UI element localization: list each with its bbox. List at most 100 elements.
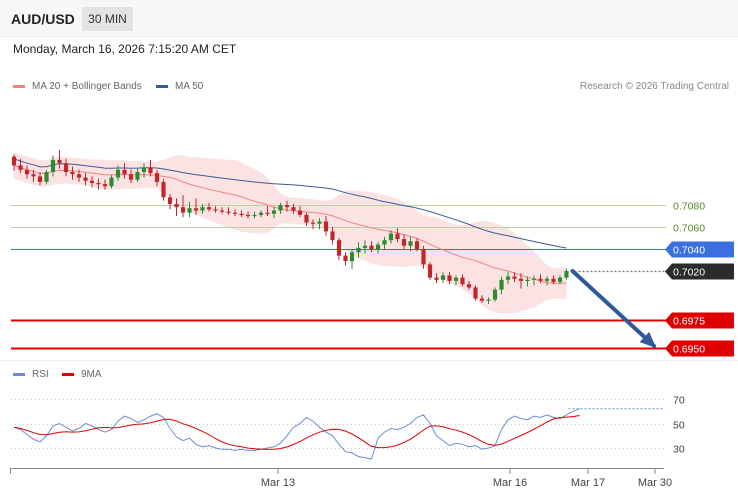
candle-body [408, 241, 413, 246]
candle-body [24, 169, 30, 175]
level-label-0.7020: 0.7020 [673, 267, 705, 279]
candle-body [284, 205, 290, 208]
candle-body [115, 169, 121, 178]
candle-body [492, 289, 498, 300]
candle-body [551, 278, 556, 282]
candle-body [265, 212, 270, 214]
x-tick-label: Mar 16 [493, 477, 527, 489]
candle-body [148, 167, 153, 174]
candle-body [96, 183, 101, 185]
candle-body [258, 212, 264, 215]
candle-body [291, 207, 296, 211]
legend-rsi: RSI [13, 369, 49, 380]
candle-body [37, 176, 43, 182]
candle-body [76, 174, 82, 178]
candle-body [245, 214, 251, 217]
forecast-arrow [570, 269, 656, 348]
candle-body [557, 277, 563, 282]
symbol-title: AUD/USD [11, 11, 75, 27]
level-tag-0.7040 [665, 241, 734, 258]
x-tick-label: Mar 13 [261, 477, 295, 489]
candle-body [180, 207, 186, 213]
candle-body [70, 172, 75, 175]
candle-body [505, 276, 511, 280]
candle-body [193, 208, 199, 211]
candle-body [544, 278, 550, 281]
candle-body [278, 205, 283, 211]
candle-body [18, 165, 23, 170]
candle-body [388, 233, 394, 241]
ma50-line [13, 158, 567, 249]
candle-body [187, 208, 192, 213]
legend-rsi-ma: 9MA [62, 369, 102, 380]
candle-body [252, 214, 257, 217]
candle-body [330, 231, 335, 241]
candle-body [362, 245, 368, 248]
candle-body [128, 174, 134, 180]
candle-body [473, 287, 478, 299]
candle-body [271, 210, 277, 214]
rsi-tick-50: 50 [673, 420, 685, 432]
candle-body [349, 252, 355, 262]
legend-ma20: MA 20 + Bollinger Bands [13, 81, 142, 92]
candle-body [50, 159, 56, 172]
candle-body [401, 239, 407, 246]
candle-body [11, 156, 17, 166]
candle-body [453, 277, 459, 281]
ma50-swatch [156, 85, 168, 88]
candle-body [440, 275, 446, 280]
candle-body [102, 184, 108, 187]
legend-ma50: MA 50 [156, 81, 203, 92]
forecast-arrow-head [639, 331, 657, 348]
candle-body [44, 172, 49, 182]
candle-body [135, 172, 140, 180]
candle-body [206, 207, 212, 210]
candle-body [89, 180, 95, 183]
rsi-ma-swatch [62, 373, 74, 376]
candle-body [375, 244, 381, 249]
candle-body [63, 163, 69, 172]
ma20-line [13, 164, 567, 284]
candle-body [239, 213, 244, 215]
candle-body [310, 222, 316, 224]
rsi-tick-30: 30 [673, 444, 685, 456]
candle-body [356, 247, 361, 253]
candle-body [531, 278, 537, 280]
candle-body [538, 278, 543, 281]
candle-body [219, 210, 225, 212]
candle-body [304, 214, 309, 223]
candle-body [336, 240, 342, 256]
candle-body [317, 221, 322, 224]
rsi-tick-70: 70 [673, 395, 685, 407]
rsi-swatch [13, 373, 25, 376]
ma20-swatch [13, 85, 25, 88]
candle-body [297, 210, 303, 215]
candle-body [460, 277, 465, 285]
candle-body [466, 284, 472, 288]
candle-body [174, 203, 179, 208]
candle-body [525, 279, 530, 281]
rsi-ma-line [13, 415, 580, 450]
legend-ma20-label: MA 20 + Bollinger Bands [32, 81, 142, 92]
candle-body [200, 207, 205, 211]
candle-body [343, 255, 348, 262]
level-label-0.6975: 0.6975 [673, 316, 705, 328]
candle-body [161, 181, 166, 198]
candle-body [369, 245, 374, 249]
timestamp: Monday, March 16, 2026 7:15:20 AM CET [13, 42, 237, 56]
candle-body [167, 197, 173, 204]
credit-text: Research © 2026 Trading Central [579, 81, 729, 92]
candle-body [512, 276, 517, 279]
level-tag-0.7020 [665, 263, 734, 280]
candle-body [479, 298, 485, 301]
level-label-0.7060: 0.7060 [673, 223, 705, 235]
candle-body [122, 169, 127, 175]
timeframe-button[interactable]: 30 MIN [82, 7, 133, 31]
legend-rsi-label: RSI [32, 369, 49, 380]
candle-body [57, 159, 62, 164]
candle-body [154, 173, 160, 182]
candle-body [395, 233, 400, 240]
level-tag-0.6975 [665, 312, 734, 329]
candle-body [421, 249, 426, 265]
